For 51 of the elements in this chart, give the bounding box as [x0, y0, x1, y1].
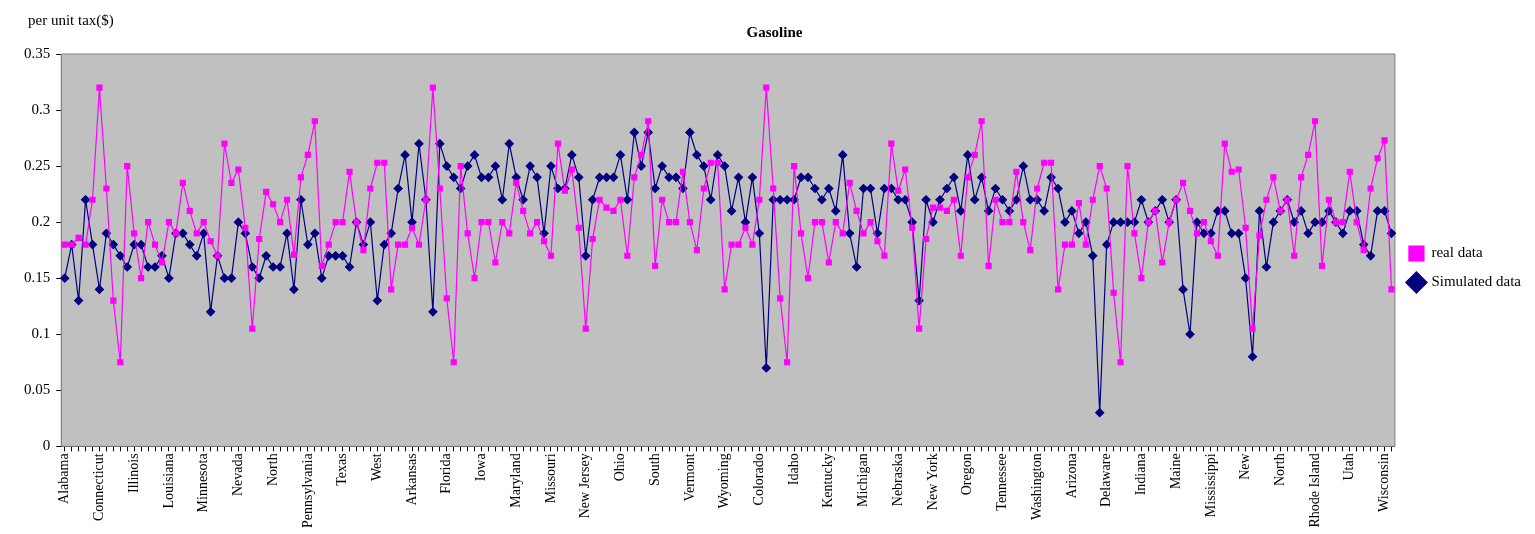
- x-tick-label: Nevada: [230, 452, 246, 497]
- legend-label: real data: [1431, 244, 1483, 261]
- x-tick-label: Maine: [1167, 453, 1183, 490]
- y-tick-label: 0.2: [31, 213, 51, 230]
- x-tick-label: Tennessee: [994, 453, 1010, 511]
- y-tick-label: 0.1: [31, 325, 51, 342]
- y-tick-label: 0: [42, 437, 51, 454]
- x-tick-label: Iowa: [473, 452, 489, 482]
- x-tick-label: Washington: [1028, 453, 1044, 520]
- x-tick-label: North: [1272, 453, 1287, 487]
- x-tick-label: Pennsylvania: [299, 452, 315, 528]
- y-tick-label: 0.3: [31, 100, 51, 117]
- x-tick-label: Vermont: [681, 453, 697, 502]
- x-tick-label: Nebraska: [889, 452, 905, 507]
- x-tick-label: Connecticut: [91, 453, 107, 521]
- x-tick-label: Utah: [1341, 453, 1357, 481]
- x-tick-label: Louisiana: [160, 452, 176, 509]
- x-tick-label: Wisconsin: [1376, 453, 1392, 512]
- x-tick-label: Arkansas: [403, 453, 419, 506]
- x-tick-label: Illinois: [125, 453, 141, 494]
- x-tick-label: Ohio: [612, 453, 628, 482]
- x-tick-label: Texas: [334, 453, 350, 486]
- x-tick-label: Wyoming: [716, 453, 732, 509]
- y-tick-label: 0.15: [24, 269, 51, 286]
- chart-title: Gasoline: [746, 23, 803, 40]
- x-tick-label: New: [1237, 452, 1253, 480]
- x-tick-label: Maryland: [507, 453, 523, 508]
- legend-label: Simulated data: [1431, 273, 1522, 290]
- x-tick-label: Idaho: [785, 453, 801, 486]
- x-tick-label: South: [646, 453, 662, 487]
- x-tick-label: Alabama: [56, 452, 72, 504]
- x-tick-label: New York: [924, 453, 940, 511]
- x-tick-label: Rhode Island: [1306, 453, 1322, 528]
- y-axis-title: per unit tax($): [28, 12, 114, 29]
- x-tick-label: Minnesota: [195, 452, 211, 513]
- x-tick-label: Indiana: [1133, 452, 1149, 496]
- x-tick-label: Oregon: [959, 453, 975, 496]
- y-tick-label: 0.25: [24, 157, 51, 174]
- x-tick-label: Mississippi: [1202, 453, 1218, 518]
- x-tick-label: West: [368, 453, 384, 481]
- x-tick-label: Colorado: [751, 453, 767, 506]
- x-tick-label: Michigan: [855, 453, 871, 507]
- x-tick-label: New Jersey: [577, 453, 593, 519]
- x-tick-label: North: [264, 453, 280, 487]
- x-tick-label: Arizona: [1063, 452, 1079, 499]
- y-tick-label: 0.35: [24, 44, 51, 61]
- x-tick-label: Delaware: [1098, 453, 1114, 507]
- x-tick-label: Missouri: [542, 453, 558, 504]
- x-tick-label: Kentucky: [820, 453, 836, 508]
- x-tick-label: Florida: [438, 452, 454, 494]
- y-tick-label: 0.05: [24, 381, 51, 398]
